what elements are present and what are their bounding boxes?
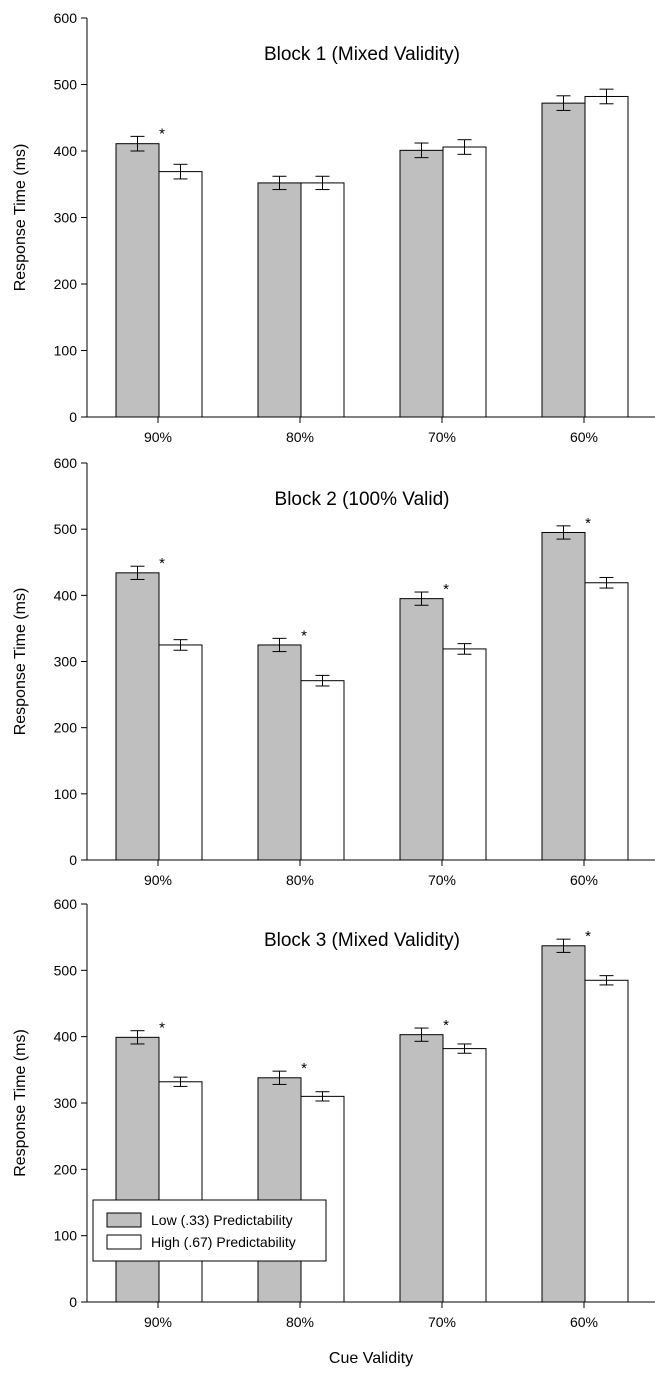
y-tick-label: 100	[54, 343, 78, 359]
y-tick-label: 200	[54, 1161, 78, 1177]
bar-low-80pct	[257, 644, 302, 861]
chart-title: Block 3 (Mixed Validity)	[264, 930, 460, 951]
x-tick-label: 70%	[428, 1314, 456, 1330]
bar-low-80pct	[257, 1077, 302, 1303]
y-axis-label: Response Time (ms)	[12, 144, 29, 292]
x-tick-label: 60%	[570, 429, 598, 445]
bar-high-90pct	[158, 644, 203, 861]
chart-title: Block 2 (100% Valid)	[275, 489, 450, 510]
bar-low-80pct	[257, 182, 302, 418]
x-tick-label: 80%	[286, 429, 314, 445]
chart-title: Block 1 (Mixed Validity)	[264, 44, 460, 65]
y-axis-label: Response Time (ms)	[12, 1029, 29, 1177]
x-tick-label: 80%	[286, 872, 314, 888]
bar-low-70pct	[399, 149, 444, 418]
y-tick-label: 300	[54, 1095, 78, 1111]
y-tick-label: 500	[54, 77, 78, 93]
y-tick-label: 400	[54, 587, 78, 603]
x-tick-label: 80%	[286, 1314, 314, 1330]
y-tick-label: 0	[69, 1294, 77, 1310]
significance-marker: *	[159, 1020, 165, 1037]
bar-low-90pct	[115, 143, 160, 418]
legend-label-low: Low (.33) Predictability	[151, 1212, 293, 1228]
y-tick-label: 100	[54, 1228, 78, 1244]
significance-marker: *	[443, 1017, 449, 1034]
y-tick-label: 0	[69, 409, 77, 425]
y-tick-label: 300	[54, 210, 78, 226]
bar-high-60pct	[584, 95, 629, 418]
bar-high-70pct	[442, 1048, 487, 1303]
bar-low-90pct	[115, 572, 160, 861]
x-axis-label: Cue Validity	[329, 1350, 413, 1367]
bar-low-60pct	[541, 102, 586, 418]
y-tick-label: 200	[54, 276, 78, 292]
chart-panel-3: Block 3 (Mixed Validity) Response Time (m…	[12, 896, 655, 1330]
x-tick-label: 60%	[570, 872, 598, 888]
bar-low-60pct	[541, 945, 586, 1303]
bar-low-60pct	[541, 531, 586, 861]
significance-marker: *	[301, 1060, 307, 1077]
x-tick-label: 90%	[144, 429, 172, 445]
x-tick-label: 60%	[570, 1314, 598, 1330]
bar-high-80pct	[300, 182, 345, 418]
y-tick-label: 600	[54, 10, 78, 26]
chart-panel-1: Block 1 (Mixed Validity) Response Time (m…	[12, 10, 655, 445]
significance-marker: *	[585, 928, 591, 945]
y-tick-label: 400	[54, 1029, 78, 1045]
bar-high-70pct	[442, 648, 487, 861]
chart-panel-2: Block 2 (100% Valid) Response Time (ms) * 9…	[12, 455, 655, 888]
legend-label-high: High (.67) Predictability	[151, 1234, 296, 1250]
bar-high-60pct	[584, 582, 629, 861]
y-tick-label: 300	[54, 654, 78, 670]
x-tick-label: 90%	[144, 1314, 172, 1330]
bar-high-60pct	[584, 979, 629, 1303]
y-axis-label: Response Time (ms)	[12, 588, 29, 736]
significance-marker: *	[585, 515, 591, 532]
bar-high-80pct	[300, 1095, 345, 1303]
bar-high-90pct	[158, 171, 203, 418]
bar-low-90pct	[115, 1036, 160, 1303]
legend-swatch-high	[106, 1234, 142, 1250]
y-tick-label: 600	[54, 455, 78, 471]
significance-marker: *	[159, 125, 165, 142]
y-tick-label: 100	[54, 786, 78, 802]
bar-high-90pct	[158, 1081, 203, 1303]
legend-swatch-low	[106, 1212, 142, 1228]
bar-high-70pct	[442, 146, 487, 418]
y-tick-label: 500	[54, 962, 78, 978]
y-tick-label: 600	[54, 896, 78, 912]
y-tick-label: 0	[69, 852, 77, 868]
x-tick-label: 70%	[428, 429, 456, 445]
legend: Low (.33) Predictability High (.67) Predi…	[92, 1199, 327, 1262]
bar-high-80pct	[300, 680, 345, 861]
significance-marker: *	[443, 581, 449, 598]
x-tick-label: 90%	[144, 872, 172, 888]
bar-low-70pct	[399, 598, 444, 861]
legend-box	[92, 1199, 327, 1262]
y-tick-label: 200	[54, 720, 78, 736]
significance-marker: *	[301, 627, 307, 644]
y-tick-label: 500	[54, 521, 78, 537]
significance-marker: *	[159, 555, 165, 572]
y-tick-label: 400	[54, 143, 78, 159]
x-tick-label: 70%	[428, 872, 456, 888]
bar-low-70pct	[399, 1034, 444, 1303]
